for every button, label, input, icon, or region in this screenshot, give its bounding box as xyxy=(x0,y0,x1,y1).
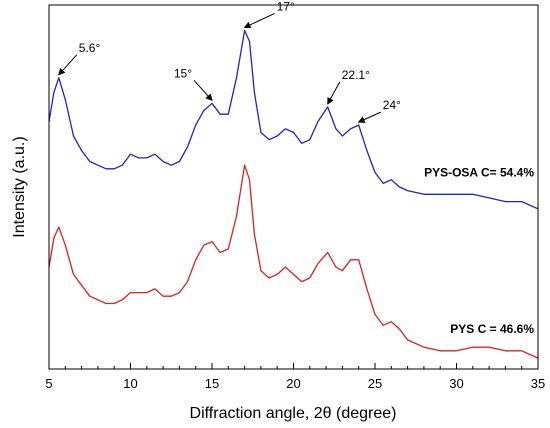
series-label-1: PYS-OSA C= 54.4% xyxy=(424,165,534,179)
x-tick-label: 10 xyxy=(123,376,137,391)
annotation-arrow xyxy=(327,81,341,105)
annotation-arrow xyxy=(243,13,275,29)
annotation-label: 24° xyxy=(383,98,401,112)
x-axis: 5 10 15 20 25 30 35 xyxy=(45,363,545,391)
annotation-label: 15° xyxy=(174,66,192,80)
plot-frame xyxy=(48,4,539,370)
annotations: 5.6° 15° 17° 22.1° 24° xyxy=(58,0,401,123)
x-tick-label: 15 xyxy=(205,376,219,391)
x-tick-label: 30 xyxy=(449,376,463,391)
x-axis-title: Diffraction angle, 2θ (degree) xyxy=(190,405,397,422)
annotation-arrow xyxy=(193,79,213,102)
annotation-label: 5.6° xyxy=(79,41,101,55)
x-tick-label: 20 xyxy=(286,376,300,391)
annotation-arrow xyxy=(357,111,381,123)
series-labels: PYS-OSA C= 54.4% PYS C = 46.6% xyxy=(424,165,534,336)
x-tick-label: 25 xyxy=(368,376,382,391)
series-layer xyxy=(48,29,539,359)
y-axis-title: Intensity (a.u.) xyxy=(11,136,28,237)
x-tick-label: 5 xyxy=(45,376,52,391)
series-label-2: PYS C = 46.6% xyxy=(450,322,534,336)
annotation-label: 22.1° xyxy=(342,68,370,82)
series-line-2 xyxy=(48,164,539,359)
series-line-1 xyxy=(48,29,539,210)
x-tick-label: 35 xyxy=(531,376,545,391)
annotation-label: 17° xyxy=(277,0,295,13)
annotation-arrow xyxy=(58,54,78,76)
